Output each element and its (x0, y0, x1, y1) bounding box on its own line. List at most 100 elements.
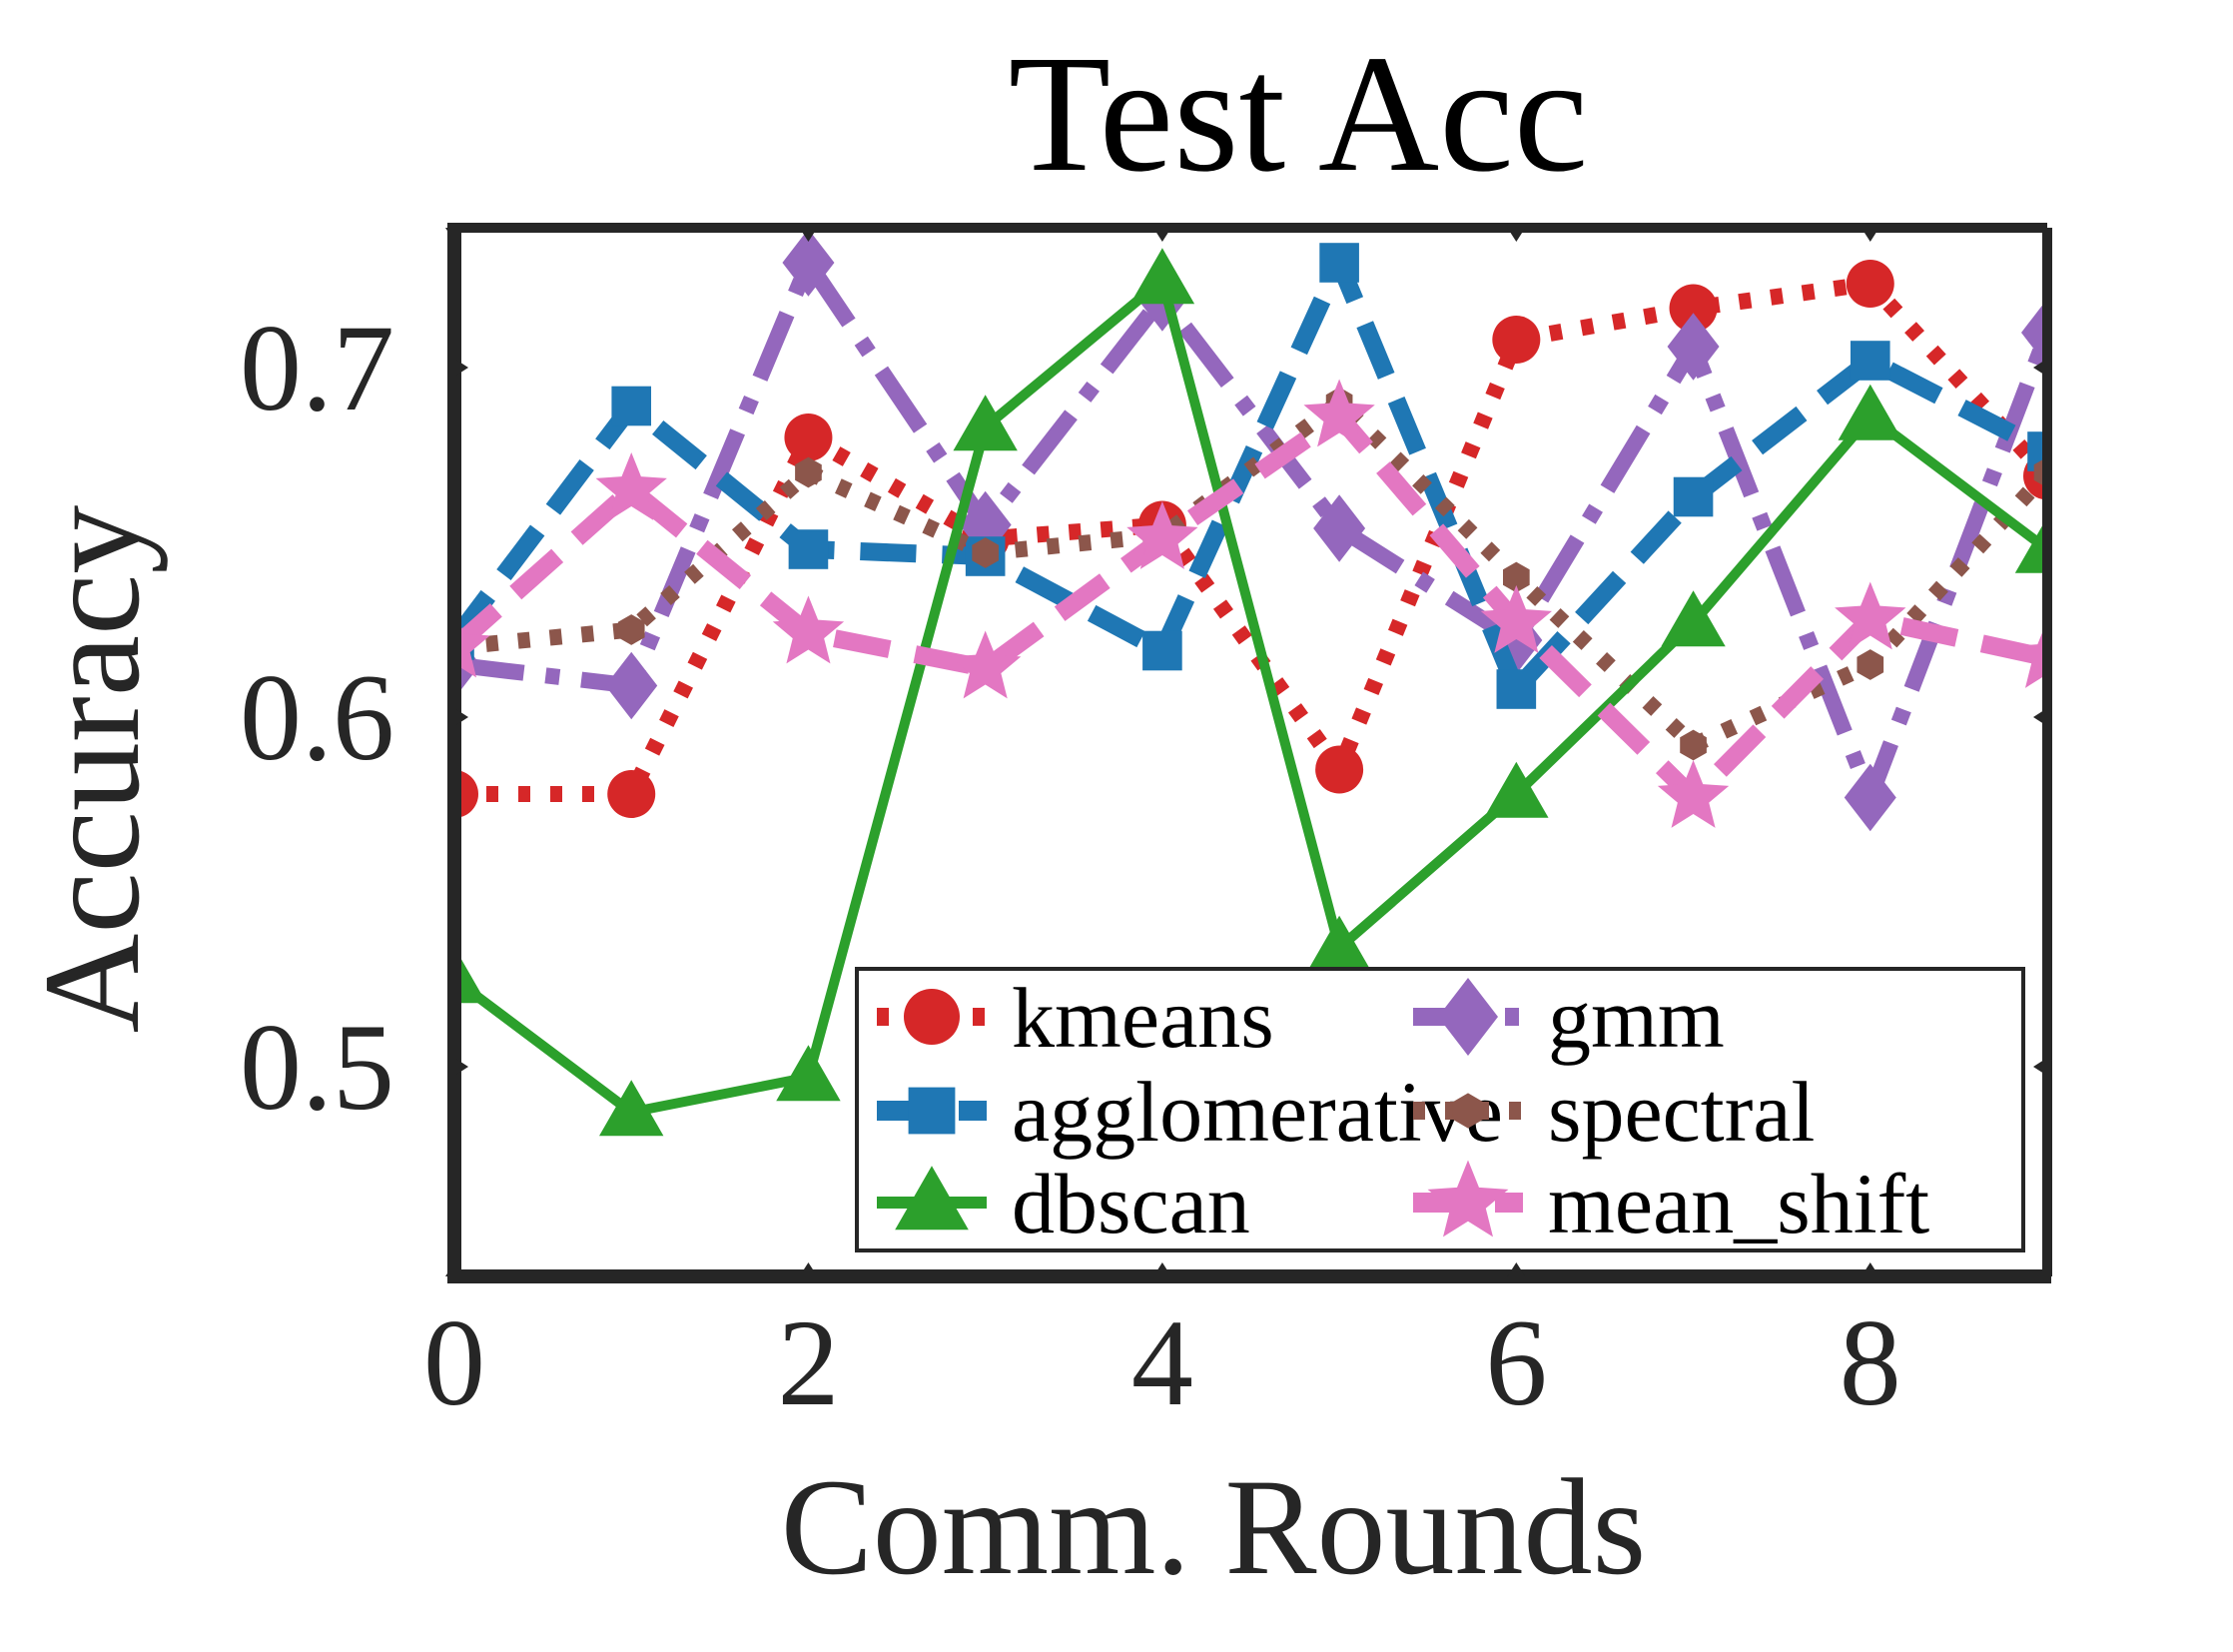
marker-mean-shift-9 (2011, 620, 2047, 688)
x-axis-label: Comm. Rounds (781, 1450, 1646, 1603)
y-axis-label: Accuracy (15, 505, 168, 1034)
legend-marker-dbscan (895, 1166, 969, 1231)
marker-mean-shift-8 (1835, 581, 1906, 650)
legend-item-dbscan: dbscan (877, 1156, 1250, 1251)
marker-kmeans-5 (1315, 745, 1364, 794)
y-tick-right-0 (2033, 1058, 2047, 1076)
marker-dbscan-4 (1129, 248, 1195, 305)
legend-item-agglomerative: agglomerative (877, 1064, 1503, 1160)
series-line-kmeans (454, 276, 2047, 802)
marker-mean-shift-5 (1303, 379, 1375, 447)
legend-marker-mean-shift (1427, 1160, 1509, 1238)
marker-kmeans-8 (1846, 260, 1894, 308)
marker-mean-shift-6 (1480, 585, 1552, 653)
legend-label-gmm: gmm (1548, 970, 1725, 1066)
chart-title: Test Acc (1009, 21, 1589, 207)
marker-agglomerative-8 (1850, 341, 1890, 381)
marker-mean-shift-4 (1126, 501, 1198, 569)
y-tick-left-2 (454, 359, 468, 377)
series-mean-shift (454, 379, 2047, 828)
y-tick-label-2: 0.7 (240, 300, 394, 436)
x-tick-bottom-3 (1507, 1262, 1526, 1276)
marker-spectral-1 (617, 614, 645, 645)
legend-item-mean-shift: mean_shift (1413, 1156, 1929, 1251)
axes-frame (447, 223, 2052, 1283)
marker-kmeans-1 (607, 770, 656, 818)
y-tick-right-2 (2033, 359, 2047, 377)
marker-spectral-6 (1502, 561, 1530, 593)
y-tick-left-1 (454, 708, 468, 726)
marker-spectral-3 (972, 537, 1000, 568)
marker-mean-shift-2 (772, 595, 845, 664)
legend-marker-kmeans (904, 989, 960, 1045)
marker-dbscan-9 (2014, 516, 2047, 573)
marker-agglomerative-5 (1319, 243, 1359, 283)
marker-dbscan-1 (599, 1080, 664, 1137)
marker-dbscan-5 (1306, 915, 1372, 972)
marker-gmm-8 (1844, 763, 1896, 832)
marker-dbscan-7 (1661, 590, 1726, 647)
legend: kmeans gmm agglomerative spectral dbscan mean… (855, 967, 2025, 1252)
x-tick-bottom-2 (1152, 1262, 1171, 1276)
marker-mean-shift-0 (454, 609, 490, 678)
marker-kmeans-2 (784, 413, 833, 461)
marker-gmm-3 (959, 490, 1012, 559)
marker-dbscan-0 (454, 947, 487, 1004)
marker-mean-shift-7 (1657, 760, 1730, 828)
x-tick-top-1 (799, 228, 818, 242)
x-tick-label-0: 0 (423, 1294, 485, 1431)
x-tick-bottom-0 (445, 1262, 463, 1276)
marker-agglomerative-4 (1142, 630, 1182, 671)
x-tick-top-3 (1507, 228, 1526, 242)
marker-mean-shift-1 (595, 452, 667, 520)
series-line-agglomerative (454, 254, 2047, 698)
legend-item-gmm: gmm (1413, 970, 1725, 1066)
x-tick-bottom-4 (1861, 1262, 1879, 1276)
y-tick-label-1: 0.6 (240, 649, 394, 786)
x-tick-label-3: 6 (1485, 1294, 1547, 1431)
marker-agglomerative-2 (788, 529, 829, 569)
marker-kmeans-6 (1492, 316, 1541, 364)
x-tick-top-2 (1152, 228, 1171, 242)
y-tick-right-1 (2033, 708, 2047, 726)
marker-gmm-2 (782, 229, 835, 297)
legend-label-dbscan: dbscan (1012, 1156, 1250, 1251)
marker-agglomerative-1 (611, 386, 652, 426)
series-line-mean-shift (454, 408, 2047, 807)
legend-item-spectral: spectral (1413, 1064, 1815, 1160)
marker-dbscan-8 (1838, 384, 1902, 440)
series-line-gmm (454, 255, 2047, 806)
marker-spectral-8 (1857, 649, 1884, 680)
marker-gmm-7 (1667, 313, 1720, 381)
legend-label-mean-shift: mean_shift (1548, 1156, 1929, 1251)
legend-marker-agglomerative (908, 1087, 956, 1135)
legend-marker-gmm (1438, 978, 1498, 1056)
marker-kmeans-7 (1669, 284, 1718, 333)
marker-gmm-1 (605, 651, 658, 720)
marker-dbscan-6 (1484, 761, 1549, 818)
legend-label-kmeans: kmeans (1012, 970, 1274, 1066)
series-line-dbscan (454, 275, 2047, 1118)
y-tick-label-0: 0.5 (240, 999, 394, 1136)
x-tick-top-4 (1861, 228, 1879, 242)
marker-agglomerative-7 (1673, 476, 1714, 517)
legend-item-kmeans: kmeans (877, 970, 1274, 1066)
marker-spectral-7 (1680, 729, 1707, 761)
x-tick-label-4: 8 (1840, 1294, 1901, 1431)
legend-label-agglomerative: agglomerative (1012, 1064, 1503, 1160)
y-tick-left-0 (454, 1058, 468, 1076)
x-tick-label-2: 4 (1131, 1294, 1193, 1431)
marker-dbscan-2 (776, 1045, 841, 1102)
axis-ticks: 0 2 4 6 8 0.5 0.6 0.7 (240, 228, 2047, 1431)
x-tick-label-1: 2 (777, 1294, 839, 1431)
marker-agglomerative-6 (1496, 669, 1537, 709)
marker-mean-shift-3 (950, 630, 1022, 699)
series-dbscan (454, 248, 2047, 1137)
marker-spectral-2 (795, 456, 822, 488)
legend-label-spectral: spectral (1548, 1064, 1815, 1160)
marker-dbscan-3 (953, 395, 1018, 451)
legend-marker-spectral (1452, 1093, 1484, 1129)
plot-area (447, 223, 2052, 1283)
marker-gmm-6 (1490, 606, 1543, 674)
